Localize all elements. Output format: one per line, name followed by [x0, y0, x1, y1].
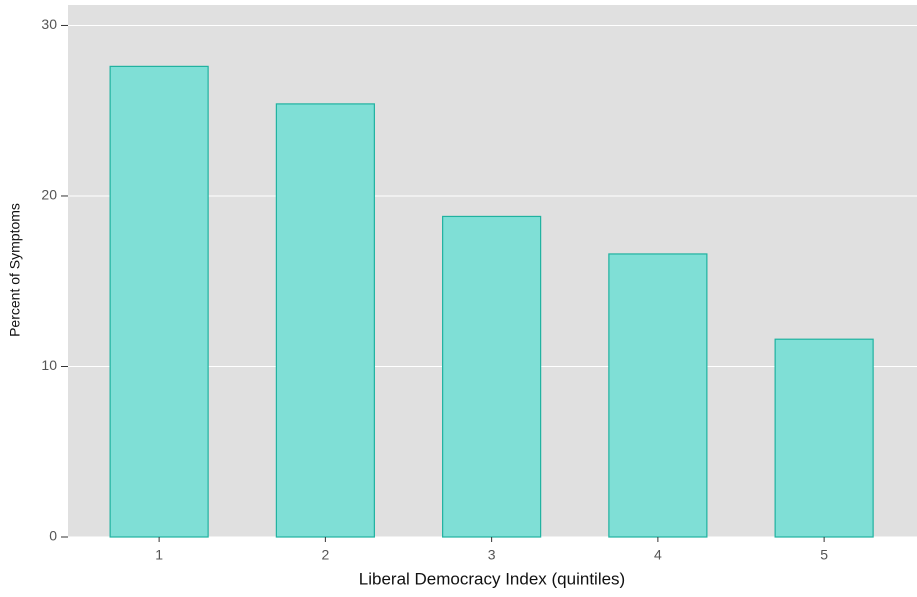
y-tick-label: 20: [41, 187, 57, 203]
x-tick-label: 2: [321, 547, 329, 563]
bar: [442, 215, 542, 538]
x-tick-label: 3: [488, 547, 496, 563]
y-axis-title: Percent of Symptoms: [7, 203, 23, 337]
y-tick-label: 30: [41, 16, 57, 32]
x-tick-label: 4: [654, 547, 662, 563]
x-tick-label: 5: [820, 547, 828, 563]
x-axis-title: Liberal Democracy Index (quintiles): [359, 569, 625, 588]
bar: [774, 338, 874, 538]
y-tick-label: 0: [49, 528, 57, 544]
bar: [275, 103, 375, 538]
x-tick-label: 1: [155, 547, 163, 563]
y-tick-label: 10: [41, 357, 57, 373]
bar: [608, 253, 708, 538]
bar: [109, 65, 209, 538]
